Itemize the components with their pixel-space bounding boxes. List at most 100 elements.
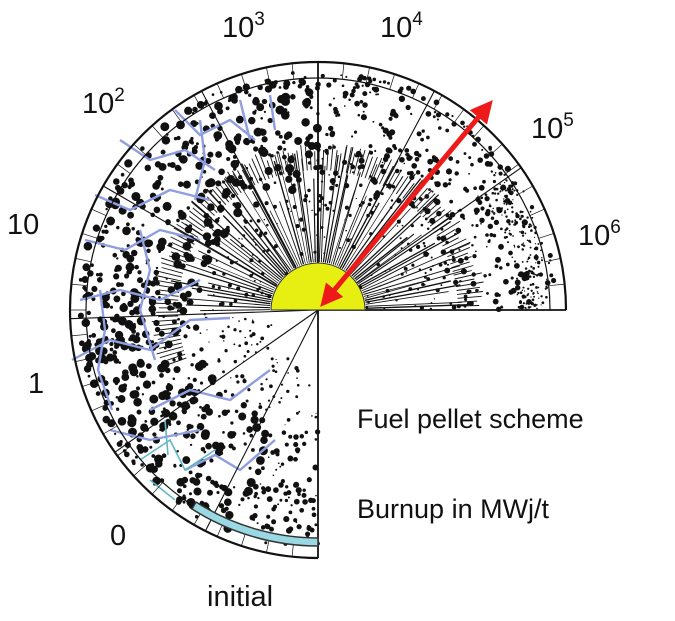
pore-dot — [280, 397, 282, 399]
pore-dot — [118, 395, 126, 403]
pore-dot — [308, 134, 314, 140]
pore-dot — [189, 470, 193, 474]
rim-pore-dot — [511, 256, 513, 258]
pore-dot — [212, 93, 215, 96]
rim-pore-dot — [536, 259, 538, 261]
radial-crack — [365, 285, 460, 302]
pore-dot — [315, 495, 317, 497]
pore-dot — [226, 106, 230, 110]
pore-dot — [480, 206, 484, 210]
pore-dot — [508, 251, 513, 256]
rim-pore-dot — [517, 281, 519, 283]
pore-dot — [406, 105, 411, 110]
rim-pore-dot — [528, 257, 531, 260]
rim-pore-dot — [499, 183, 501, 185]
pore-dot — [241, 238, 242, 239]
pore-dot — [209, 458, 213, 462]
pore-dot — [368, 203, 372, 207]
pore-dot — [475, 251, 477, 253]
pore-dot — [197, 414, 199, 416]
pore-dot — [167, 163, 171, 167]
pore-dot — [264, 79, 266, 81]
pore-dot — [426, 111, 432, 117]
pore-dot — [279, 135, 283, 139]
pore-dot — [488, 224, 493, 229]
pore-dot — [302, 228, 306, 232]
pore-dot — [479, 185, 485, 191]
pore-dot — [258, 405, 262, 409]
pore-dot — [193, 478, 201, 486]
pore-dot — [471, 224, 473, 226]
pore-dot — [186, 325, 189, 328]
pore-dot — [505, 190, 507, 192]
pore-dot — [470, 163, 474, 167]
pore-dot — [215, 151, 222, 158]
pore-dot — [325, 133, 328, 136]
pore-dot — [507, 209, 509, 211]
pore-dot — [122, 251, 130, 259]
pore-dot — [207, 490, 213, 496]
pore-dot — [293, 482, 299, 488]
pore-dot — [404, 267, 408, 271]
pore-dot — [262, 183, 270, 191]
ring-crack — [458, 301, 477, 302]
pore-dot — [136, 332, 140, 336]
pore-dot — [348, 99, 351, 102]
pore-dot — [201, 431, 210, 440]
rim-pore-dot — [531, 290, 533, 292]
rim-pore-dot — [531, 271, 534, 274]
pore-dot — [118, 417, 127, 426]
pore-dot — [351, 89, 356, 94]
rim-pore-dot — [529, 275, 532, 278]
pore-dot — [511, 276, 514, 279]
rim-pore-dot — [504, 195, 506, 197]
pore-dot — [176, 420, 181, 425]
rim-pore-dot — [519, 300, 521, 302]
pore-dot — [541, 259, 543, 261]
rim-pore-dot — [489, 205, 492, 208]
pore-dot — [251, 140, 255, 144]
pore-dot — [267, 496, 273, 502]
pore-dot — [200, 332, 202, 334]
pore-dot — [389, 117, 393, 121]
pore-dot — [308, 384, 310, 386]
pore-dot — [489, 233, 493, 237]
pore-dot — [193, 324, 199, 330]
pore-dot — [253, 97, 259, 103]
pore-dot — [177, 488, 182, 493]
pore-dot — [438, 126, 442, 130]
pore-dot — [517, 245, 520, 248]
pore-dot — [277, 145, 282, 150]
pore-dot — [84, 242, 93, 251]
pore-dot — [142, 393, 144, 395]
rim-pore-dot — [541, 257, 542, 258]
ring-crack — [305, 147, 307, 171]
rim-pore-dot — [524, 296, 526, 298]
pore-dot — [403, 163, 405, 165]
pore-dot — [477, 289, 479, 291]
rim-pore-dot — [513, 245, 515, 247]
pore-dot — [494, 292, 499, 297]
pore-dot — [268, 153, 271, 156]
rim-pore-dot — [505, 179, 507, 181]
pore-dot — [121, 173, 125, 177]
pore-dot — [233, 486, 235, 488]
pore-dot — [472, 254, 476, 258]
pore-dot — [499, 266, 503, 270]
pore-dot — [311, 415, 313, 417]
rim-pore-dot — [506, 236, 508, 238]
pore-dot — [283, 516, 289, 522]
pore-dot — [238, 344, 241, 347]
rim-pore-dot — [493, 212, 496, 215]
pore-dot — [218, 415, 221, 418]
pore-dot — [282, 140, 286, 144]
pore-dot — [204, 225, 206, 227]
rim-pore-dot — [492, 208, 493, 209]
pore-dot — [206, 476, 212, 482]
pore-dot — [359, 154, 363, 158]
pore-dot — [486, 292, 489, 295]
ring-crack — [439, 230, 455, 240]
pore-dot — [187, 405, 190, 408]
rim-pore-dot — [522, 211, 524, 213]
pore-dot — [298, 411, 300, 413]
